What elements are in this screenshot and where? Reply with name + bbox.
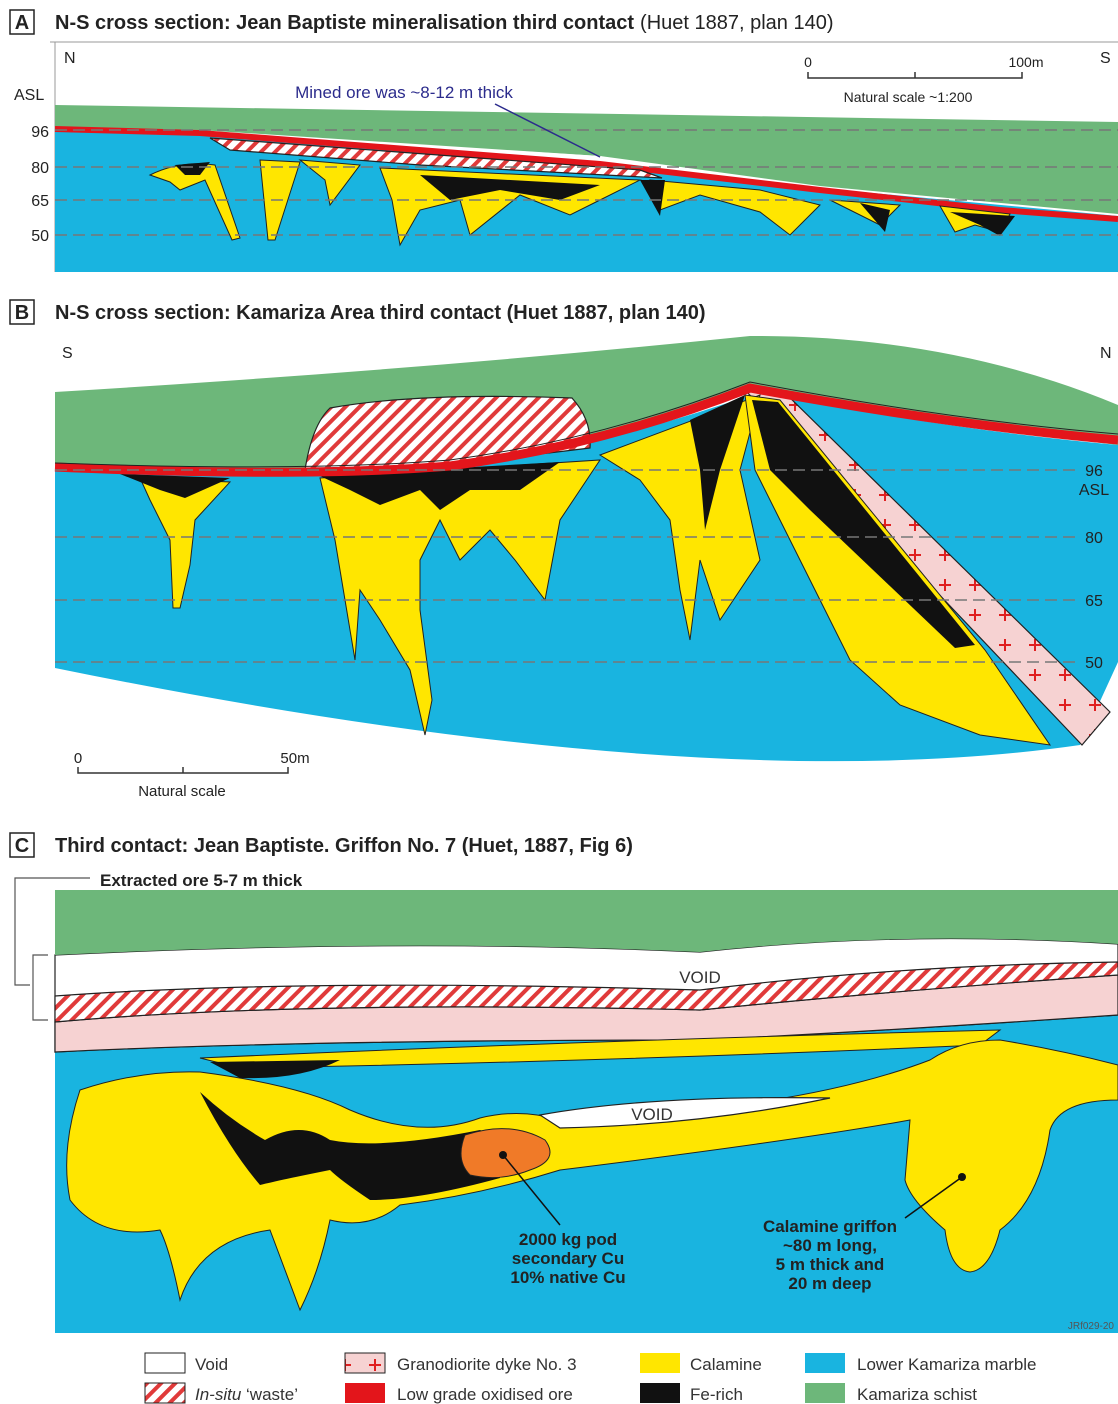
scale-start: 0 bbox=[74, 750, 82, 767]
legend-label: In-situ ‘waste’ bbox=[195, 1385, 298, 1404]
legend-swatch bbox=[145, 1383, 185, 1403]
panel-title: N-S cross section: Kamariza Area third c… bbox=[55, 302, 706, 324]
elevation-label: 50 bbox=[31, 228, 49, 245]
scale-caption: Natural scale ~1:200 bbox=[844, 89, 973, 105]
legend-label: Void bbox=[195, 1355, 228, 1374]
legend-label: Granodiorite dyke No. 3 bbox=[397, 1355, 577, 1374]
legend-swatch bbox=[640, 1383, 680, 1403]
datum-label: ASL bbox=[1079, 482, 1109, 499]
legend-swatch bbox=[145, 1353, 185, 1373]
scale-bar bbox=[78, 767, 288, 773]
north-label: N bbox=[64, 50, 76, 67]
figure-id: JRf029-20 bbox=[1068, 1321, 1115, 1332]
elevation-label: 96 bbox=[1085, 463, 1103, 480]
legend-swatch bbox=[345, 1353, 385, 1373]
south-label: S bbox=[62, 345, 73, 362]
panel-title: N-S cross section: Jean Baptiste mineral… bbox=[55, 12, 834, 34]
scale-end: 100m bbox=[1008, 54, 1043, 70]
elevation-label: 80 bbox=[1085, 530, 1103, 547]
legend-swatch bbox=[805, 1353, 845, 1373]
north-label: N bbox=[1100, 345, 1112, 362]
legend-label: Low grade oxidised ore bbox=[397, 1385, 573, 1404]
elevation-label: 65 bbox=[1085, 593, 1103, 610]
legend-swatch bbox=[805, 1383, 845, 1403]
scale-start: 0 bbox=[804, 54, 812, 70]
panel-c: C Third contact: Jean Baptiste. Griffon … bbox=[10, 833, 1118, 1333]
elevation-label: 80 bbox=[31, 160, 49, 177]
legend-label: Lower Kamariza marble bbox=[857, 1355, 1037, 1374]
elevation-label: 96 bbox=[31, 124, 49, 141]
legend-swatch bbox=[640, 1353, 680, 1373]
legend-swatch bbox=[345, 1383, 385, 1403]
legend-label: Kamariza schist bbox=[857, 1385, 977, 1404]
elevation-label: 50 bbox=[1085, 655, 1103, 672]
panel-letter: C bbox=[15, 835, 29, 857]
panel-letter: B bbox=[15, 302, 29, 324]
annotation: Mined ore was ~8-12 m thick bbox=[295, 83, 513, 102]
scale-end: 50m bbox=[280, 750, 309, 767]
void-label: VOID bbox=[679, 968, 721, 987]
bracket-label: Extracted ore 5-7 m thick bbox=[100, 871, 303, 890]
panel-a: A N-S cross section: Jean Baptiste miner… bbox=[10, 10, 1118, 272]
south-label: S bbox=[1100, 50, 1111, 67]
datum-label: ASL bbox=[14, 87, 44, 104]
panel-b: B N-S cross section: Kamariza Area third… bbox=[10, 300, 1118, 800]
scale-caption: Natural scale bbox=[138, 783, 226, 800]
scale-bar bbox=[808, 72, 1022, 78]
void-label: VOID bbox=[631, 1105, 673, 1124]
elevation-label: 65 bbox=[31, 193, 49, 210]
panel-letter: A bbox=[15, 12, 29, 34]
legend: Void In-situ ‘waste’ Granodiorite dyke N… bbox=[145, 1353, 1037, 1404]
legend-label: Fe-rich bbox=[690, 1385, 743, 1404]
panel-title: Third contact: Jean Baptiste. Griffon No… bbox=[55, 835, 633, 857]
legend-label: Calamine bbox=[690, 1355, 762, 1374]
figure: A N-S cross section: Jean Baptiste miner… bbox=[0, 0, 1118, 1404]
